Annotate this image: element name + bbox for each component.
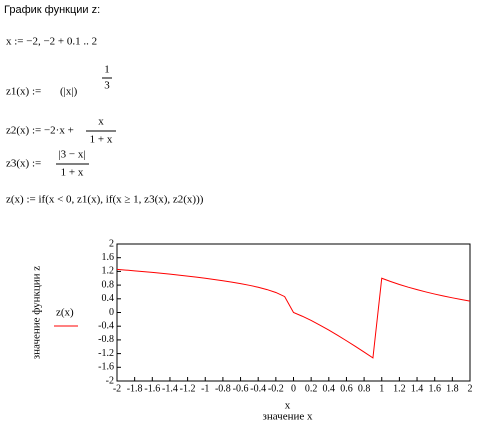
chart: -2-1.6-1.2-0.8-0.400.40.81.21.62-2 -1.8 -1… — [31, 238, 473, 422]
y-axis-title: значение функции z — [31, 266, 43, 359]
formula-z1-exp-num: 1 — [104, 64, 110, 76]
formula-z2-num: x — [98, 116, 104, 128]
x-axis-title: значение x — [263, 411, 313, 423]
y-tick-label: 0 — [109, 307, 114, 318]
formula-z1-base: (|x|) — [60, 86, 78, 98]
formula-z: z(x) := if(x < 0, z1(x), if(x ≥ 1, z3(x)… — [6, 194, 204, 206]
formula-z2-den: 1 + x — [90, 134, 113, 146]
y-tick-label: 2 — [109, 238, 114, 249]
x-tick-label: -0.4 — [250, 383, 266, 394]
formula-z3-lhs: z3(x) := — [6, 158, 41, 170]
x-tick-label: 0.8 — [358, 383, 371, 394]
x-tick-label: 1.6 — [428, 383, 441, 394]
x-tick-label: 0.2 — [305, 383, 318, 394]
x-tick-label: -1.8 — [127, 383, 143, 394]
title: График функции z: — [4, 4, 100, 16]
y-tick-label: -1.2 — [98, 348, 114, 359]
x-tick-label: 1 — [379, 383, 384, 394]
x-tick-label: 0.4 — [323, 383, 336, 394]
x-tick-label: -1.4 — [162, 383, 178, 394]
x-tick-label: -1 — [201, 383, 209, 394]
formula-z1-exp-den: 3 — [104, 80, 110, 92]
x-tick-label: -1.6 — [144, 383, 160, 394]
y-tick-label: 0.4 — [102, 293, 115, 304]
formula-z1-lhs: z1(x) := — [6, 86, 41, 98]
formula-z3-num: |3 − x| — [58, 149, 85, 161]
y-tick-label: -2 — [106, 375, 114, 386]
x-tick-label: 0 — [291, 383, 296, 394]
y-tick-label: -1.6 — [98, 362, 114, 373]
x-tick-label: -0.8 — [215, 383, 231, 394]
legend-label: z(x) — [56, 307, 74, 319]
x-tick-label: -2 — [113, 383, 121, 394]
x-tick-label: 2 — [468, 383, 473, 394]
y-tick-label: -0.8 — [98, 334, 114, 345]
x-variable: x — [285, 400, 291, 412]
x-tick-label: 1.2 — [393, 383, 406, 394]
x-tick-label: -0.6 — [233, 383, 249, 394]
y-tick-label: 0.8 — [102, 279, 115, 290]
x-tick-label: 1.8 — [446, 383, 459, 394]
y-tick-label: 1.6 — [102, 252, 115, 263]
formula-z3-den: 1 + x — [61, 167, 84, 179]
formula-z2-lhs: z2(x) := −2·x + — [6, 125, 74, 137]
x-tick-label: -0.2 — [268, 383, 284, 394]
x-tick-label: 0.6 — [340, 383, 353, 394]
x-tick-label: -1.2 — [180, 383, 196, 394]
y-tick-label: 1.2 — [102, 266, 115, 277]
y-tick-label: -0.4 — [98, 320, 114, 331]
data-line — [116, 268, 471, 359]
x-tick-label: 1.4 — [411, 383, 424, 394]
formula-x: x := −2, −2 + 0.1 .. 2 — [6, 36, 97, 48]
